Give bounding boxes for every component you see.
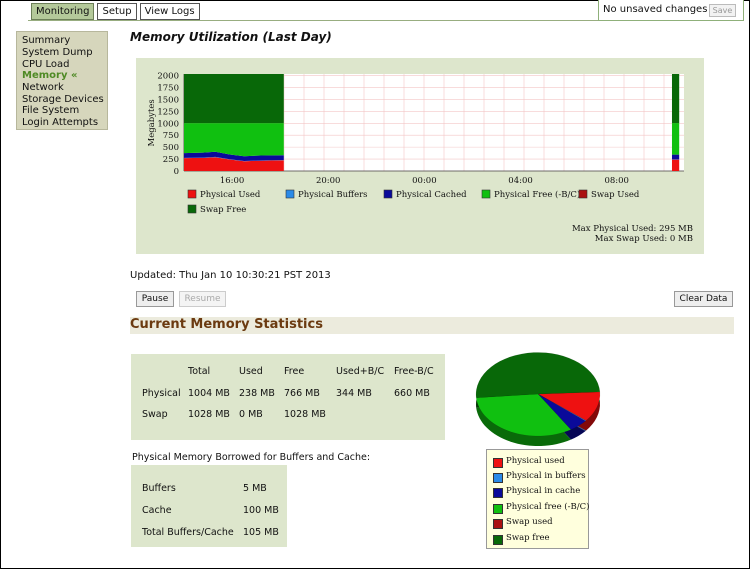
pie-slice xyxy=(537,393,587,422)
table-cell: Swap xyxy=(142,409,168,420)
memory-pie-chart xyxy=(475,352,601,447)
sidebar-item-system-dump[interactable]: System Dump xyxy=(22,47,93,58)
tab-monitoring[interactable]: Monitoring xyxy=(31,3,95,20)
sidebar-item-network[interactable]: Network xyxy=(22,82,64,93)
y-tick-label: 2000 xyxy=(157,72,179,82)
table-cell: Total Buffers/Cache xyxy=(142,527,234,538)
clear-data-button[interactable]: Clear Data xyxy=(674,291,733,307)
table-cell: Buffers xyxy=(142,483,176,494)
area-series xyxy=(184,74,284,124)
table-cell: 238 MB xyxy=(239,388,275,399)
table-cell: Cache xyxy=(142,505,172,516)
x-tick-label: 16:00 xyxy=(220,176,245,186)
sidebar-item-storage-devices[interactable]: Storage Devices xyxy=(22,94,104,105)
legend-swatch xyxy=(481,189,491,199)
sidebar-item-cpu-load[interactable]: CPU Load xyxy=(22,59,70,70)
table-cell: 660 MB xyxy=(394,388,430,399)
area-series xyxy=(184,123,284,157)
y-tick-label: 1500 xyxy=(157,95,179,105)
borrowed-table: Buffers 5 MB Cache 100 MB Total Buffers/… xyxy=(131,465,287,547)
x-tick-label: 04:00 xyxy=(508,176,533,186)
table-cell: 5 MB xyxy=(243,483,267,494)
sidebar-item-login-attempts[interactable]: Login Attempts xyxy=(22,117,99,128)
table-cell: 100 MB xyxy=(243,505,279,516)
table-header: Total xyxy=(188,366,211,377)
table-cell: 1028 MB xyxy=(188,409,230,420)
y-tick-label: 1250 xyxy=(157,107,179,117)
y-axis-label: Megabytes xyxy=(147,99,157,146)
legend-label: Physical Buffers xyxy=(298,190,368,200)
table-header: Used+B/C xyxy=(336,366,385,377)
legend-swatch xyxy=(285,189,295,199)
table-cell: Physical xyxy=(142,388,181,399)
legend-label: Swap Free xyxy=(200,205,246,215)
table-cell: 1028 MB xyxy=(284,409,326,420)
pie-legend: Physical used Physical in buffers Physic… xyxy=(486,449,589,549)
main-tabs: Monitoring Setup View Logs xyxy=(31,3,200,20)
pie-slice xyxy=(475,393,572,437)
legend-swatch xyxy=(187,204,197,214)
page-title: Memory Utilization (Last Day) xyxy=(130,30,332,44)
table-header: Free-B/C xyxy=(394,366,434,377)
pie-slice xyxy=(475,352,601,398)
legend-label: Physical Cached xyxy=(396,190,467,200)
memory-stats-table: Total Used Free Used+B/C Free-B/C Physic… xyxy=(131,354,445,440)
max-annotation: Max Swap Used: 0 MB xyxy=(595,234,693,244)
legend-swatch xyxy=(187,189,197,199)
max-annotation: Max Physical Used: 295 MB xyxy=(572,224,693,234)
legend-label: Physical Free (-B/C) xyxy=(494,189,580,200)
pause-button[interactable]: Pause xyxy=(136,291,174,307)
resume-button[interactable]: Resume xyxy=(179,291,226,307)
section-header: Current Memory Statistics xyxy=(130,317,734,334)
save-button[interactable]: Save xyxy=(709,4,736,17)
sidebar-item-memory[interactable]: Memory « xyxy=(22,70,78,81)
legend-swatch xyxy=(383,189,393,199)
table-cell: 344 MB xyxy=(336,388,372,399)
table-cell: 105 MB xyxy=(243,527,279,538)
legend-label: Swap Used xyxy=(591,190,640,200)
table-header: Used xyxy=(239,366,263,377)
area-series-tail xyxy=(671,159,680,171)
x-tick-label: 00:00 xyxy=(412,176,437,186)
sidebar: Summary System Dump CPU Load Memory « Ne… xyxy=(16,31,108,130)
area-series-tail xyxy=(671,154,680,160)
borrowed-title: Physical Memory Borrowed for Buffers and… xyxy=(132,452,371,463)
tab-view-logs[interactable]: View Logs xyxy=(139,3,200,20)
table-header: Free xyxy=(284,366,305,377)
x-tick-label: 08:00 xyxy=(604,176,629,186)
tab-underline xyxy=(28,20,600,21)
tab-setup[interactable]: Setup xyxy=(97,3,137,20)
table-cell: 766 MB xyxy=(284,388,320,399)
section-title: Current Memory Statistics xyxy=(130,317,323,332)
table-cell: 1004 MB xyxy=(188,388,230,399)
y-tick-label: 0 xyxy=(174,167,179,177)
sidebar-item-file-system[interactable]: File System xyxy=(22,105,80,116)
pie-slice xyxy=(537,393,586,430)
y-tick-label: 1750 xyxy=(157,83,179,93)
y-tick-label: 750 xyxy=(163,131,179,141)
legend-swatch xyxy=(578,189,588,199)
y-tick-label: 500 xyxy=(163,143,179,153)
legend-label: Physical Used xyxy=(200,190,261,200)
sidebar-item-summary[interactable]: Summary xyxy=(22,35,71,46)
updated-timestamp: Updated: Thu Jan 10 10:30:21 PST 2013 xyxy=(130,270,331,281)
memory-chart-panel: 0 250 500 750 1000 1250 1500 1750 2000 Megabytes 1… xyxy=(136,58,704,254)
y-tick-label: 1000 xyxy=(157,119,179,129)
pie-slice xyxy=(537,391,601,421)
area-series-tail xyxy=(671,123,680,155)
area-series xyxy=(184,151,284,161)
unsaved-status: No unsaved changes xyxy=(603,4,708,15)
y-tick-label: 250 xyxy=(163,155,179,165)
area-series xyxy=(184,157,284,171)
table-cell: 0 MB xyxy=(239,409,263,420)
status-panel: No unsaved changes Save xyxy=(598,0,744,21)
area-series-tail xyxy=(671,74,680,124)
x-tick-label: 20:00 xyxy=(316,176,341,186)
